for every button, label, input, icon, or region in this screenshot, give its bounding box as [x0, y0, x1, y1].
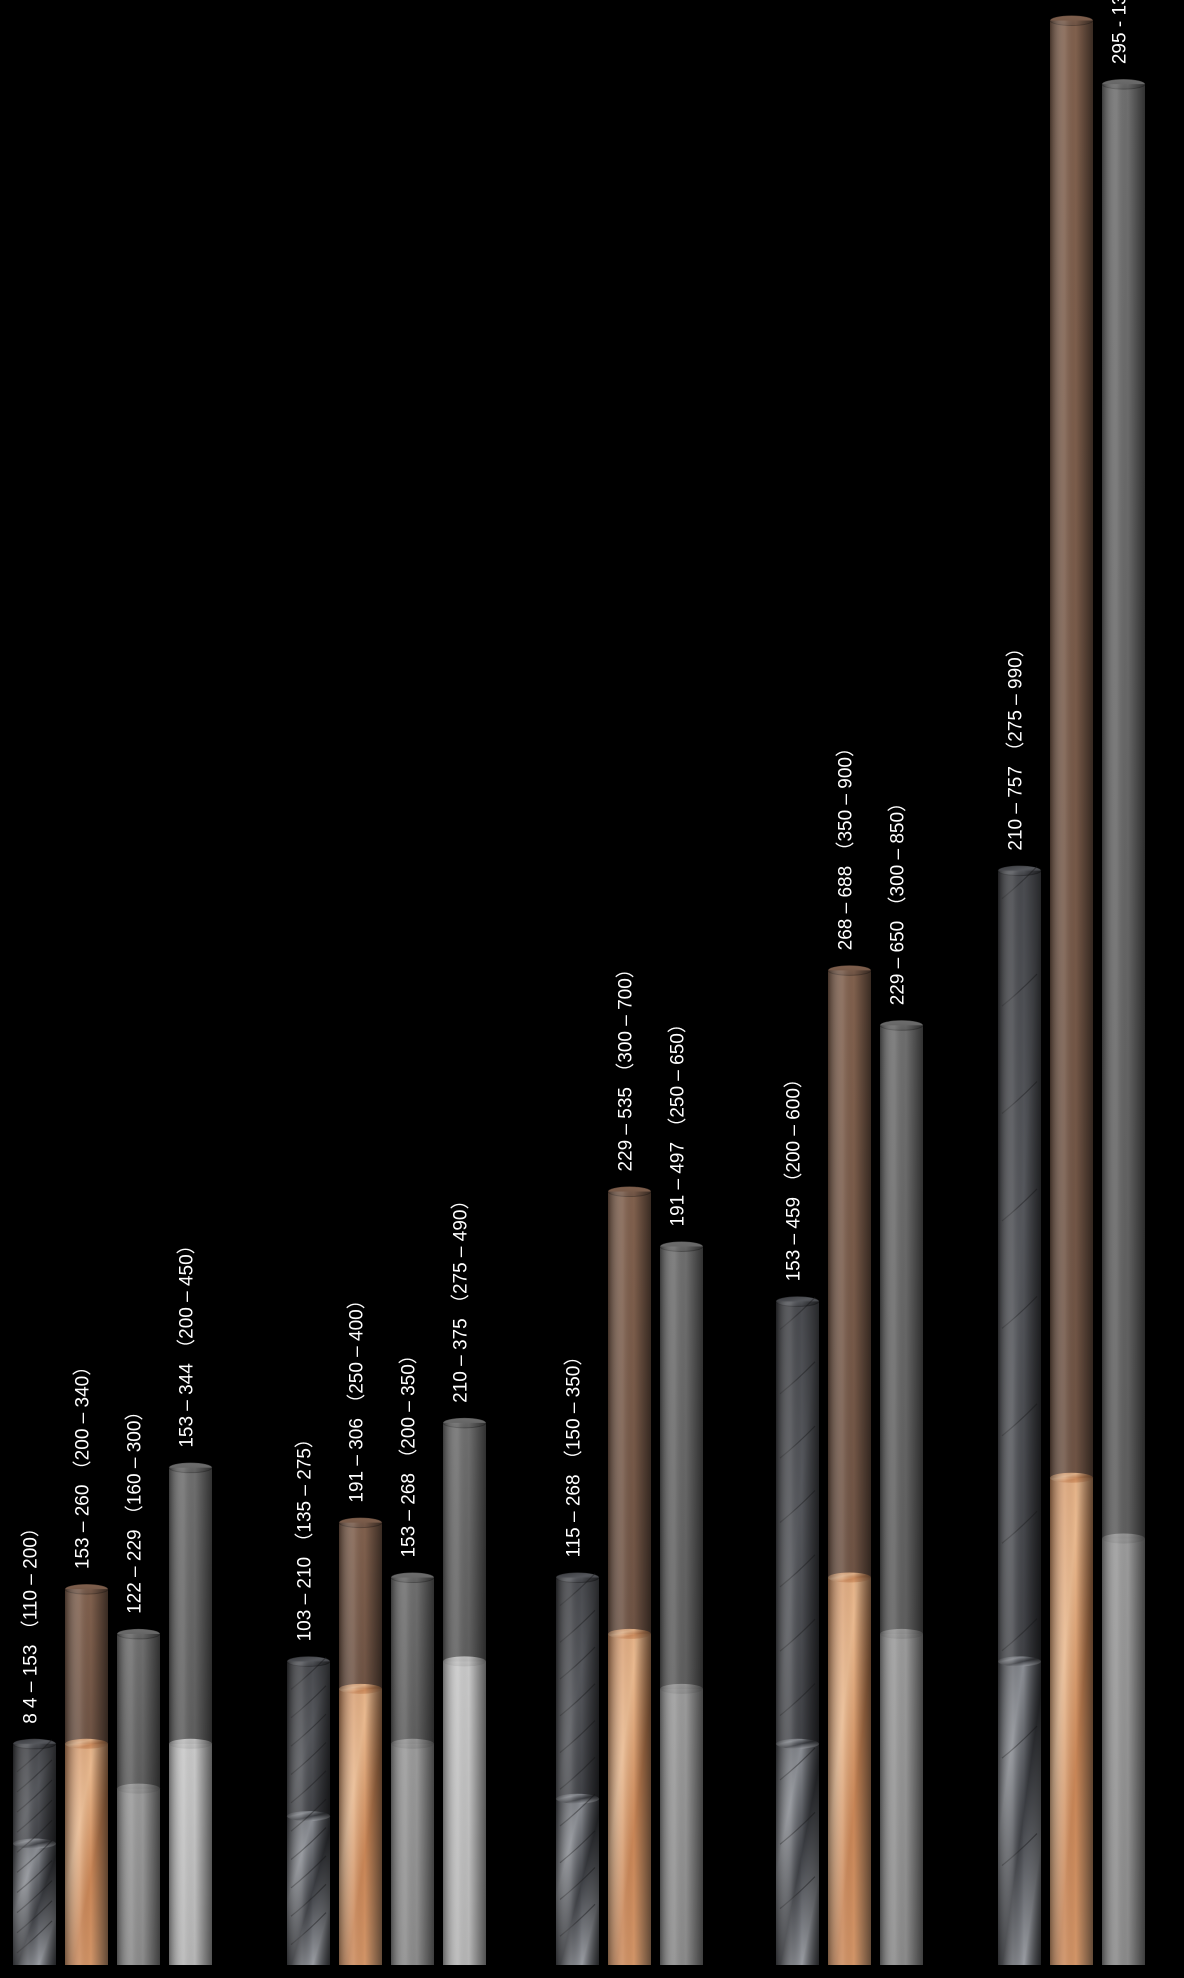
bar-5-3: [1101, 78, 1146, 1966]
bar-1-3: [116, 1628, 161, 1965]
bar-shading: [660, 1246, 703, 1965]
bar-4-2: [827, 964, 872, 1965]
bar-value-label: 153 – 459 （200 – 600）: [783, 1069, 805, 1281]
bar-5-1: [997, 865, 1042, 1965]
bar-shading: [776, 1301, 819, 1965]
bar-2-3: [390, 1572, 435, 1965]
bar-value-label: 103 – 210 （135 – 275）: [294, 1429, 316, 1641]
bar-4-1: [775, 1295, 820, 1965]
bar-1-1: [12, 1738, 57, 1965]
bar-value-label: 122 – 229 （160 – 300）: [124, 1402, 146, 1614]
bar-value-label: 210 – 375 （275 – 490）: [450, 1191, 472, 1403]
bar-3-2: [607, 1186, 652, 1965]
bar-value-label: 153 – 344 （200 – 450）: [176, 1235, 198, 1447]
bar-shading: [117, 1633, 160, 1965]
bar-shading: [443, 1422, 486, 1965]
bar-4-3: [879, 1019, 924, 1965]
bar-shading: [169, 1467, 212, 1965]
bar-shading: [13, 1743, 56, 1965]
bar-shading: [287, 1661, 330, 1965]
bar-shading: [880, 1025, 923, 1965]
bar-value-label: 191 – 497 （250 – 650）: [667, 1014, 689, 1226]
bar-5-2: [1049, 15, 1094, 1966]
bar-value-label: 229 – 650 （300 – 850）: [887, 793, 909, 1005]
bar-value-label: 191 – 306 （250 – 400）: [346, 1290, 368, 1502]
bar-value-label: 153 – 260 （200 – 340）: [72, 1357, 94, 1569]
bar-3-3: [659, 1240, 704, 1965]
bar-value-label: 210 – 757 （275 – 990）: [1005, 638, 1027, 850]
bar-value-label: 153 – 268 （200 – 350）: [398, 1345, 420, 1557]
bar-2-4: [442, 1417, 487, 1965]
bar-value-label: 229 – 535 （300 – 700）: [615, 959, 637, 1171]
bar-shading: [608, 1191, 651, 1965]
bar-shading: [998, 870, 1041, 1965]
bar-shading: [828, 970, 871, 1965]
bar-shading: [1050, 20, 1093, 1966]
bar-2-1: [286, 1655, 331, 1965]
bar-value-label: 268 – 688 （350 – 900）: [835, 738, 857, 950]
bar-2-2: [338, 1517, 383, 1965]
bar-1-2: [64, 1583, 109, 1965]
bar-shading: [556, 1577, 599, 1965]
bar-shading: [65, 1589, 108, 1965]
bar-value-label: 115 – 268 （150 – 350）: [563, 1347, 585, 1558]
bar-value-label: 337 – 1345 （440 – 1760）: [1057, 0, 1079, 1]
bar-3-1: [555, 1572, 600, 1965]
bar-1-4: [168, 1462, 213, 1965]
bar-shading: [339, 1522, 382, 1965]
bar-shading: [1102, 84, 1145, 1966]
bar-shading: [391, 1577, 434, 1965]
bar-value-label: 8 4 – 153 （110 – 200）: [20, 1518, 42, 1724]
bar-value-label: 295 - 1301 （385 – 1705）: [1109, 0, 1131, 64]
